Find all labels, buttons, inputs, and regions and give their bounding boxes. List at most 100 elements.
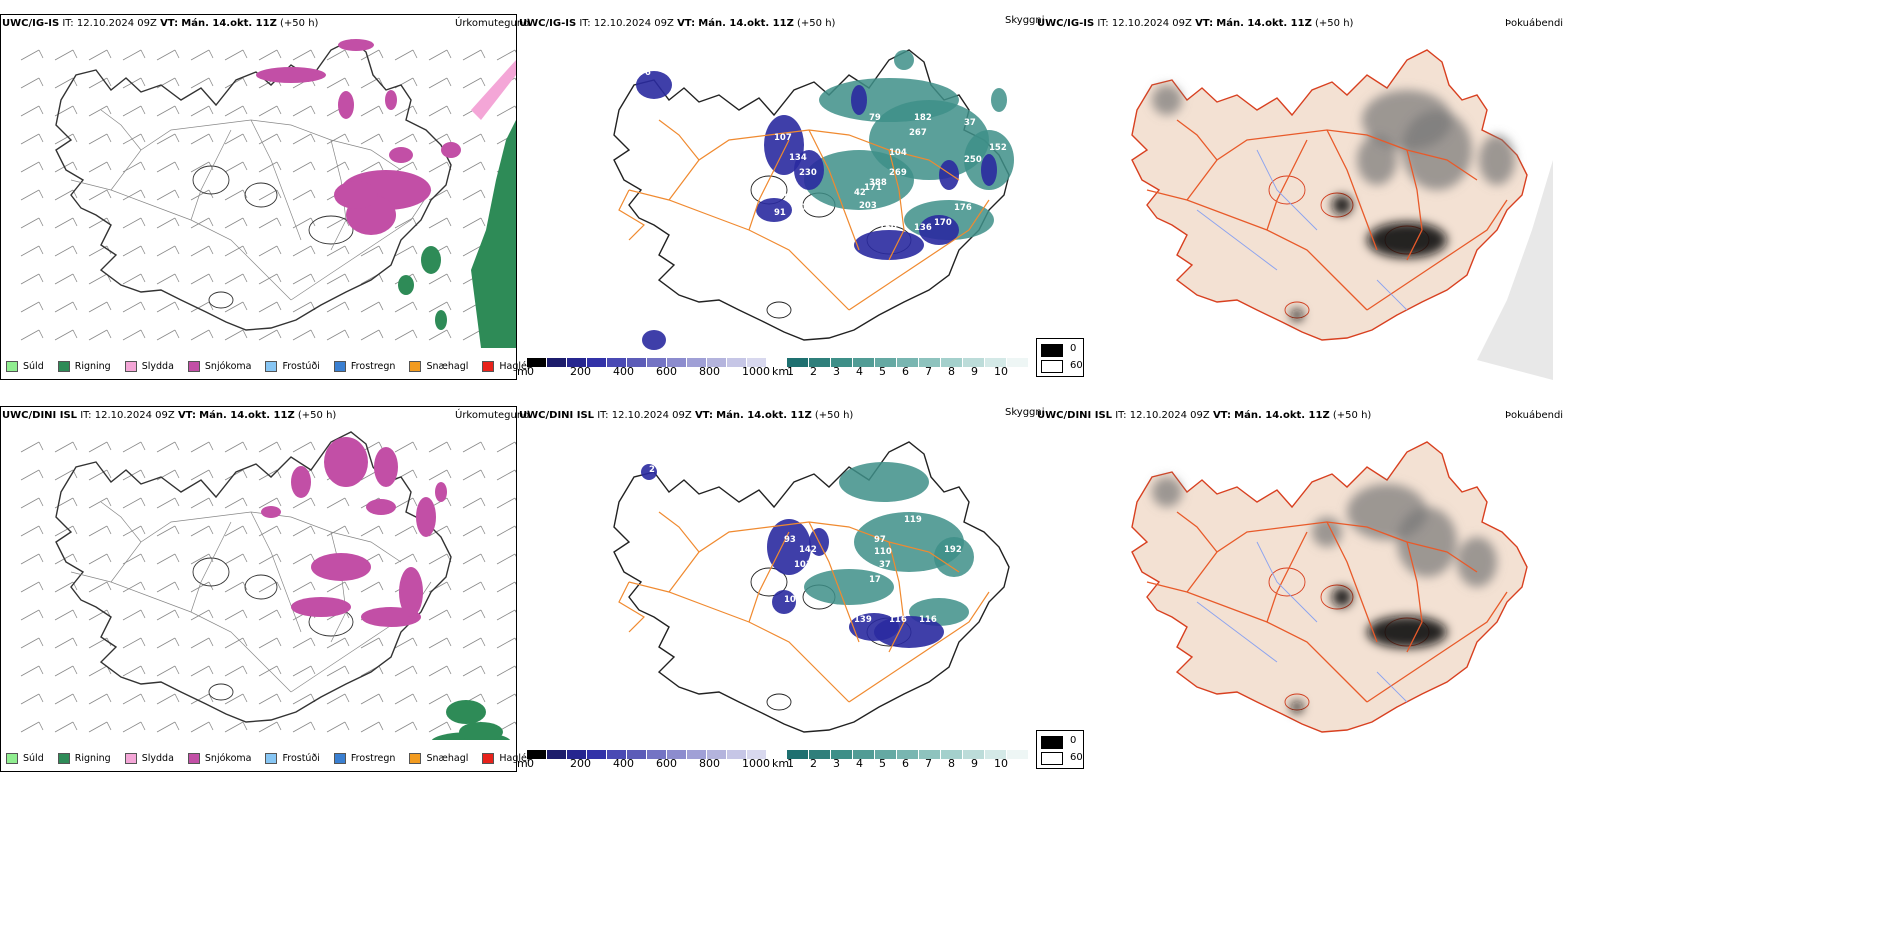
- wind-barb: [224, 497, 248, 509]
- height-unit: m: [517, 365, 528, 378]
- legend-item: Snæhagl: [409, 361, 468, 372]
- colorbar-tick: 2: [810, 757, 817, 770]
- wind-barb: [190, 329, 214, 341]
- wind-barb: [156, 525, 180, 537]
- wind-barb: [224, 693, 248, 705]
- shaded-area: [851, 85, 867, 115]
- wind-barb: [122, 721, 146, 733]
- wind-barb: [292, 273, 316, 285]
- wind-barb: [224, 273, 248, 285]
- shaded-area: [1457, 537, 1497, 587]
- wind-barb: [394, 105, 418, 117]
- wind-barb: [462, 665, 486, 677]
- colorbar-step: [647, 358, 667, 367]
- wind-barb: [224, 441, 248, 453]
- wind-barb: [54, 441, 78, 453]
- wind-barb: [428, 637, 452, 649]
- wind-barb: [190, 665, 214, 677]
- height-colorbar: [527, 358, 767, 367]
- colorbar-step: [587, 750, 607, 759]
- height-label: 267: [909, 128, 927, 138]
- wind-barb: [394, 721, 418, 733]
- wind-barb: [190, 525, 214, 537]
- shaded-area: [1312, 517, 1342, 547]
- height-label: 192: [944, 545, 962, 555]
- wind-barb: [292, 245, 316, 257]
- wind-barb: [156, 49, 180, 61]
- legend-swatch: [482, 361, 495, 372]
- colorbar-tick: 10: [994, 365, 1008, 378]
- shaded-area: [1367, 222, 1447, 258]
- wind-barb: [190, 49, 214, 61]
- shaded-area: [756, 198, 792, 222]
- legend-swatch: [333, 753, 346, 764]
- height-label: 116: [889, 615, 907, 625]
- legend-label: Snjókoma: [204, 361, 252, 372]
- legend-label: Súld: [23, 753, 44, 764]
- shaded-area: [642, 330, 666, 350]
- legend-item: Frostúði: [265, 361, 320, 372]
- wind-barb: [394, 161, 418, 173]
- wind-barb: [156, 105, 180, 117]
- wind-barb: [156, 581, 180, 593]
- wind-barb: [224, 329, 248, 341]
- wind-barb: [156, 329, 180, 341]
- wind-barb: [428, 329, 452, 341]
- wind-barb: [88, 581, 112, 593]
- wind-barb: [462, 161, 486, 173]
- height-label: 37: [964, 118, 976, 128]
- height-label: 119: [904, 515, 922, 525]
- legend-label: Rigning: [74, 753, 111, 764]
- road-line: [1406, 149, 1423, 261]
- legend-item: Frostregn: [333, 753, 395, 764]
- wind-barb: [394, 49, 418, 61]
- wind-barb: [428, 693, 452, 705]
- road-line: [1326, 129, 1378, 251]
- fog-legend: 0 60: [1036, 338, 1084, 377]
- colorbar-step: [809, 358, 831, 367]
- wind-barb: [20, 49, 44, 61]
- legend-swatch: [124, 753, 137, 764]
- shaded-area: [894, 50, 914, 70]
- colorbar-step: [687, 358, 707, 367]
- wind-barb: [258, 553, 282, 565]
- fog-legend-0: 0: [1070, 735, 1077, 746]
- wind-barb: [258, 105, 282, 117]
- wind-barb: [190, 581, 214, 593]
- wind-barb: [88, 553, 112, 565]
- legend-item: Haglél: [482, 361, 530, 372]
- colorbar-step: [941, 358, 963, 367]
- vis-unit: km: [772, 365, 790, 378]
- shaded-area: [421, 246, 441, 274]
- wind-barb: [122, 637, 146, 649]
- wind-barb: [20, 245, 44, 257]
- wind-barb: [394, 553, 418, 565]
- wind-barb: [54, 49, 78, 61]
- iceland-outline: [55, 39, 452, 331]
- shaded-area: [1332, 587, 1352, 607]
- wind-barb: [428, 525, 452, 537]
- colorbar-tick: 5: [879, 757, 886, 770]
- road-line: [330, 531, 347, 643]
- colorbar-step: [809, 750, 831, 759]
- variable-label: Þokuábendi: [1505, 410, 1564, 421]
- wind-barb: [258, 693, 282, 705]
- colorbar-tick: 1: [787, 757, 794, 770]
- height-label: 82: [919, 505, 931, 515]
- wind-barb: [258, 189, 282, 201]
- legend-label: Snæhagl: [426, 361, 469, 372]
- wind-barb: [122, 525, 146, 537]
- height-label: 136: [914, 223, 932, 233]
- glacier-outline: [1320, 584, 1354, 610]
- legend-item: Slydda: [124, 753, 174, 764]
- wind-barb: [122, 217, 146, 229]
- height-label: 269: [889, 168, 907, 178]
- wind-barb: [156, 497, 180, 509]
- shaded-area: [919, 215, 959, 245]
- wind-barb: [122, 301, 146, 313]
- wind-barb: [326, 497, 350, 509]
- height-label: 37: [879, 560, 891, 570]
- road-line: [190, 521, 232, 613]
- wind-barb: [394, 525, 418, 537]
- wind-barb: [20, 329, 44, 341]
